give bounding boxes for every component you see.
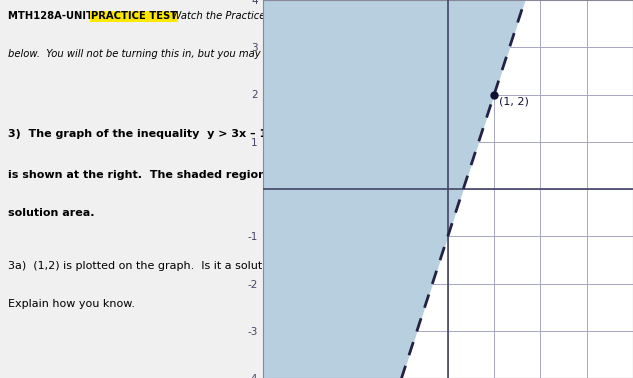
Text: PRACTICE TEST: PRACTICE TEST bbox=[91, 11, 177, 21]
Text: MTH128A-UNIT 3: MTH128A-UNIT 3 bbox=[8, 11, 107, 21]
Text: solution area.: solution area. bbox=[8, 208, 94, 218]
Text: 3)  The graph of the inequality  y > 3x – 1: 3) The graph of the inequality y > 3x – … bbox=[8, 129, 267, 138]
Text: 3a)  (1,2) is plotted on the graph.  Is it a solution?: 3a) (1,2) is plotted on the graph. Is it… bbox=[8, 261, 285, 271]
Text: is shown at the right.  The shaded region represents the: is shown at the right. The shaded region… bbox=[8, 170, 362, 180]
Text: : Watch the Practice Test Recording from the Desmos Lesson to answer all questio: : Watch the Practice Test Recording from… bbox=[165, 11, 589, 21]
Text: below.  You will not be turning this in, but you may use this completed practice: below. You will not be turning this in, … bbox=[8, 49, 604, 59]
Text: (1, 2): (1, 2) bbox=[499, 97, 529, 107]
Text: Explain how you know.: Explain how you know. bbox=[8, 299, 135, 308]
